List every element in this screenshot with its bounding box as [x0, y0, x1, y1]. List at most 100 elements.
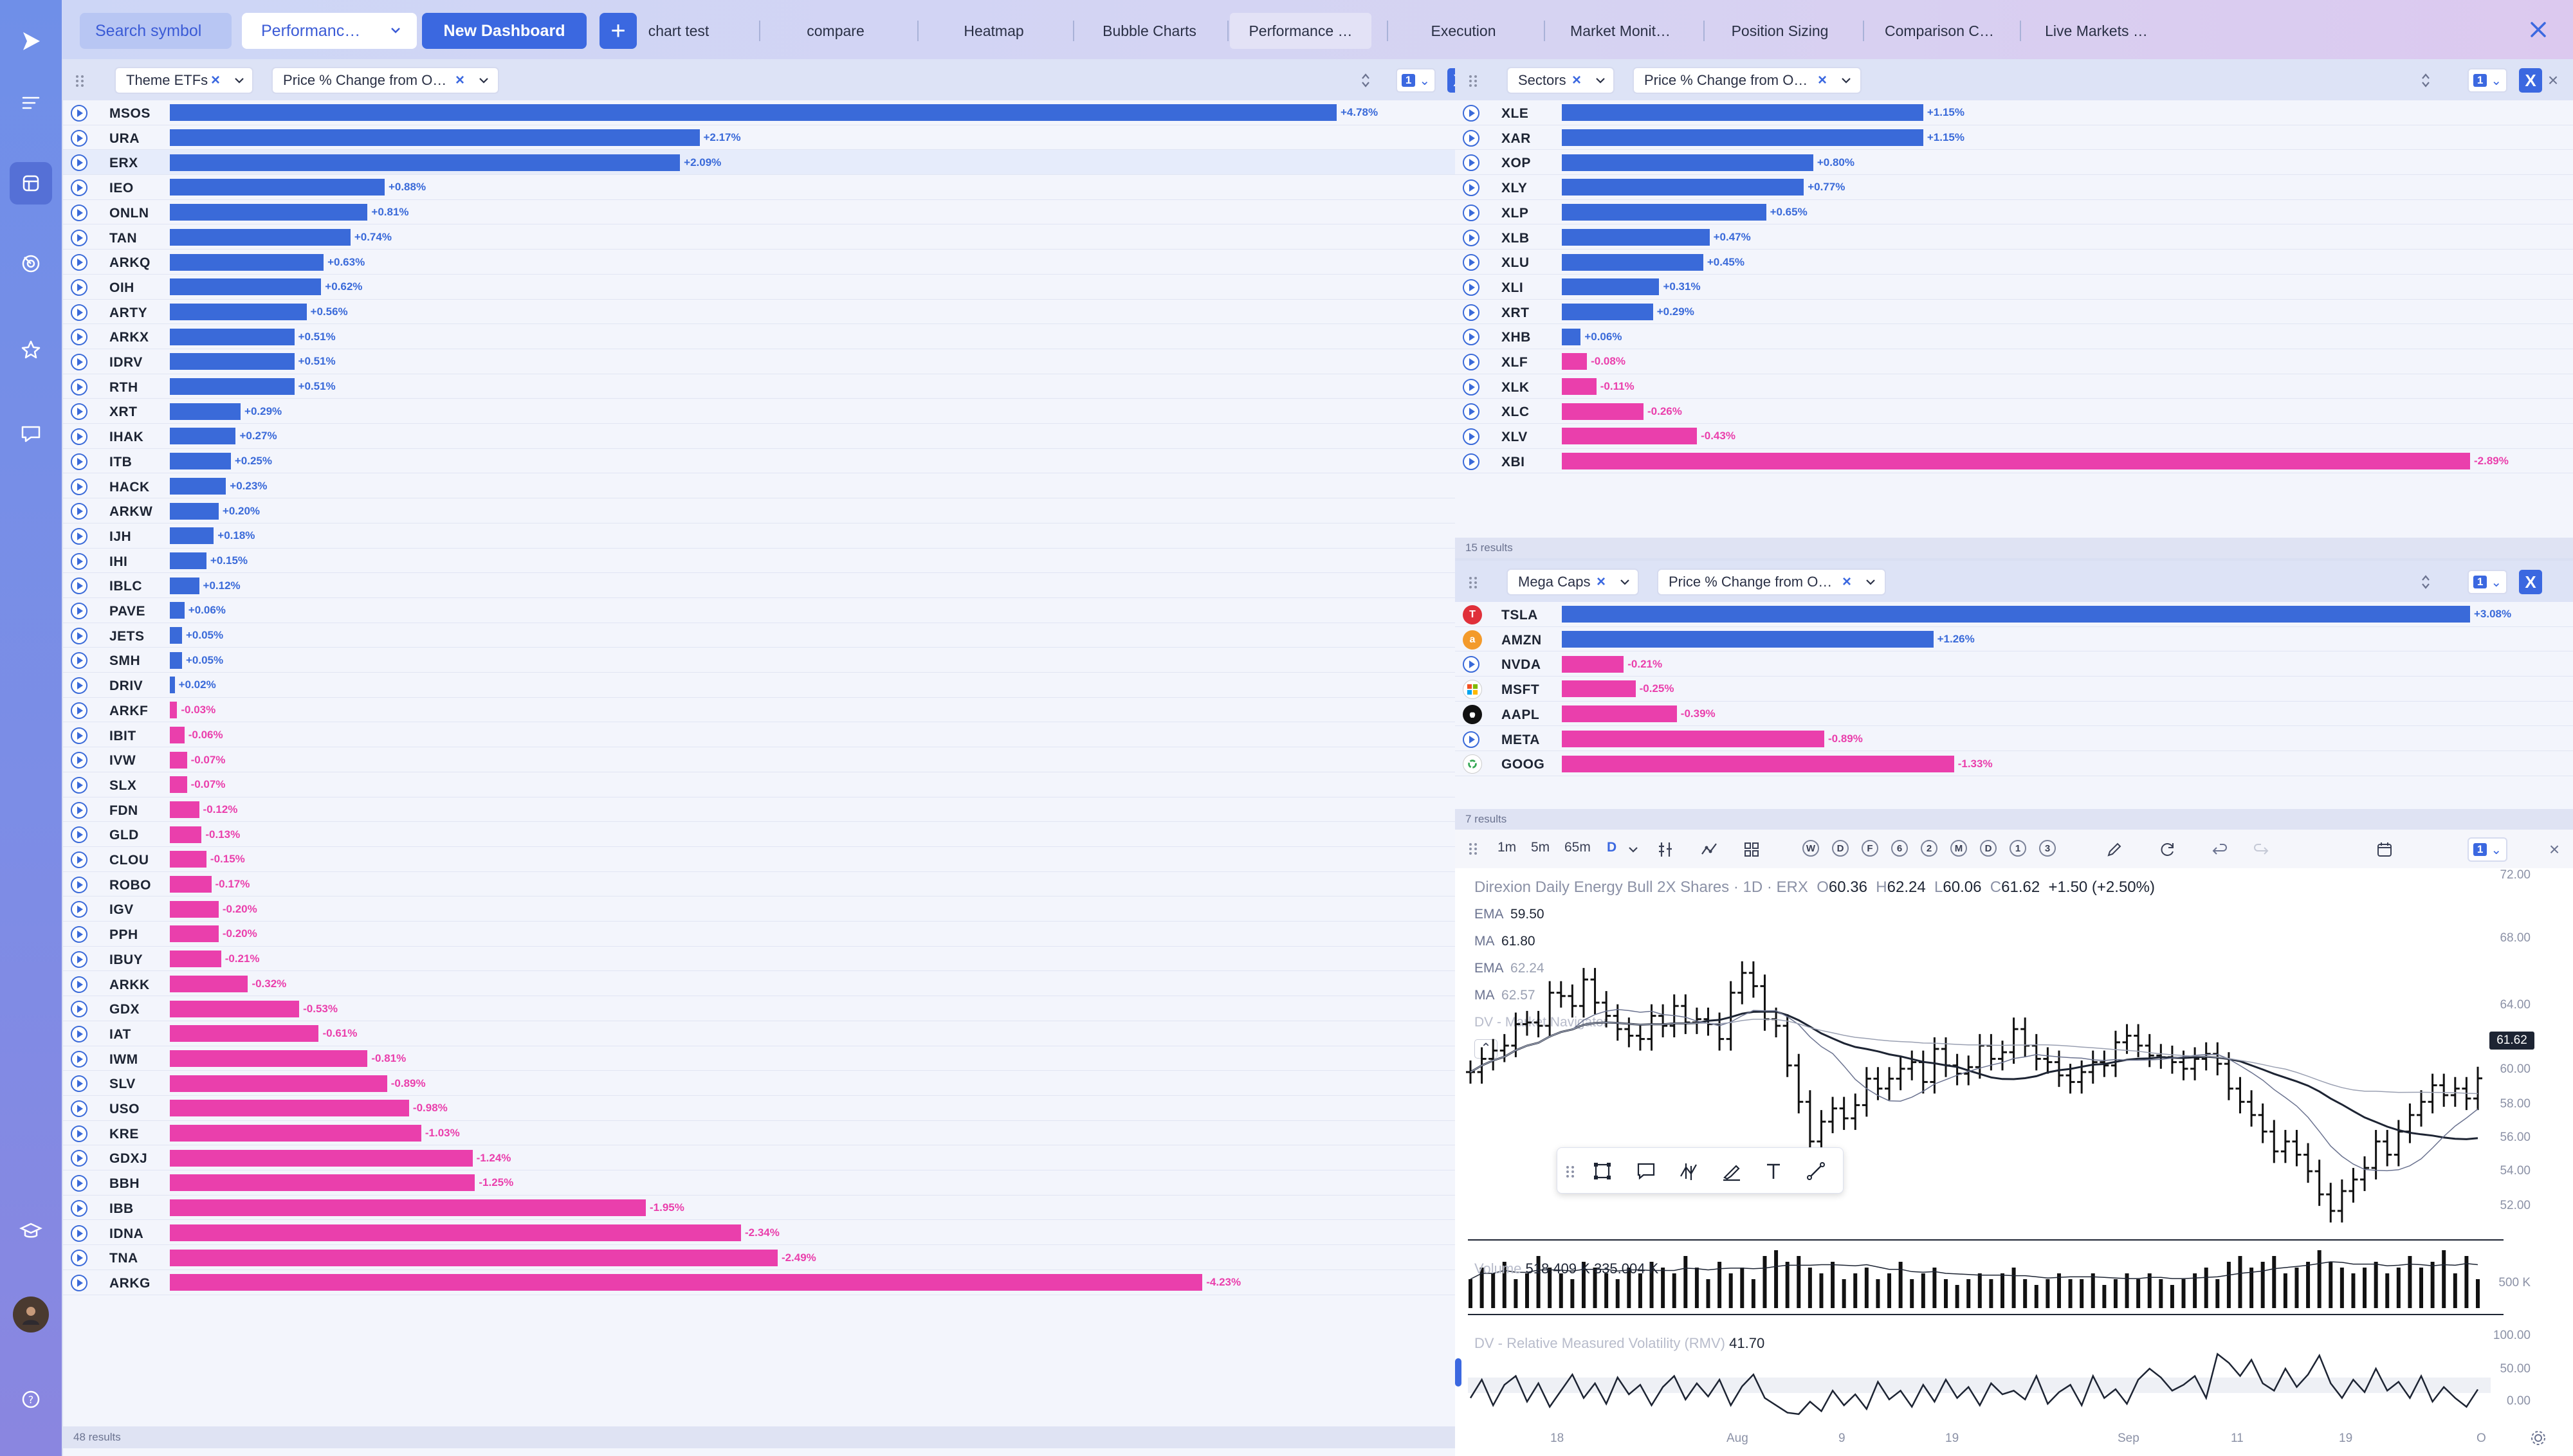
- highlighter-tool-icon[interactable]: [1719, 1160, 1743, 1183]
- play-icon[interactable]: [69, 129, 89, 148]
- dashboard-select[interactable]: Performanc…: [242, 13, 417, 49]
- list-item[interactable]: BBH -1.25%: [63, 1170, 1455, 1196]
- play-icon[interactable]: [69, 278, 89, 297]
- volume-legend[interactable]: Volume 518.409 K 335.004 K: [1474, 1260, 1658, 1277]
- dashboards-icon[interactable]: [10, 162, 52, 205]
- learn-icon[interactable]: [15, 1215, 46, 1246]
- play-icon[interactable]: [69, 626, 89, 646]
- google-logo-icon[interactable]: [1463, 754, 1482, 774]
- anchored-vwap-tool-icon[interactable]: [1677, 1160, 1700, 1183]
- play-icon[interactable]: [1461, 303, 1481, 322]
- play-icon[interactable]: [69, 178, 89, 197]
- list-item[interactable]: AAPL -0.39%: [1455, 702, 2573, 727]
- play-icon[interactable]: [69, 801, 89, 820]
- play-icon[interactable]: [69, 1273, 89, 1293]
- list-item[interactable]: IHAK +0.27%: [63, 424, 1455, 449]
- add-tab-button[interactable]: +: [600, 13, 637, 49]
- tab-compare[interactable]: compare: [807, 22, 865, 39]
- send-icon[interactable]: [15, 418, 46, 449]
- tab-execution[interactable]: Execution: [1431, 22, 1496, 39]
- timeframe-5m[interactable]: 5m: [1531, 840, 1550, 855]
- play-icon[interactable]: [69, 1199, 89, 1218]
- list-item[interactable]: XLB +0.47%: [1455, 225, 2573, 250]
- play-icon[interactable]: [1461, 655, 1481, 674]
- play-icon[interactable]: [1461, 278, 1481, 297]
- period-button[interactable]: D: [1980, 840, 1997, 857]
- drag-handle-icon[interactable]: [1467, 841, 1479, 857]
- list-item[interactable]: IJH +0.18%: [63, 523, 1455, 549]
- close-icon[interactable]: [2527, 18, 2550, 41]
- list-item[interactable]: XLE +1.15%: [1455, 100, 2573, 125]
- play-icon[interactable]: [1461, 427, 1481, 446]
- list-item[interactable]: IGV -0.20%: [63, 896, 1455, 922]
- play-icon[interactable]: [69, 477, 89, 496]
- play-icon[interactable]: [69, 228, 89, 248]
- indicator-ema-2[interactable]: EMA 62.24: [1474, 961, 1544, 976]
- count-select[interactable]: 1 ⌄: [2468, 570, 2507, 594]
- refresh-icon[interactable]: [2157, 840, 2177, 859]
- period-button[interactable]: 6: [1891, 840, 1908, 857]
- list-item[interactable]: XLK -0.11%: [1455, 374, 2573, 399]
- play-icon[interactable]: [1461, 129, 1481, 148]
- play-icon[interactable]: [69, 601, 89, 621]
- play-icon[interactable]: [1461, 352, 1481, 372]
- play-icon[interactable]: [69, 1248, 89, 1268]
- x-app-button[interactable]: X: [1447, 68, 1455, 93]
- play-icon[interactable]: [69, 850, 89, 869]
- drag-handle-icon[interactable]: [1467, 73, 1479, 89]
- tab-bubble-charts[interactable]: Bubble Charts: [1103, 22, 1196, 39]
- list-item[interactable]: FDN -0.12%: [63, 797, 1455, 823]
- play-icon[interactable]: [69, 1050, 89, 1069]
- list-item[interactable]: DRIV +0.02%: [63, 673, 1455, 698]
- list-item[interactable]: KRE -1.03%: [63, 1121, 1455, 1146]
- list-item[interactable]: GOOG -1.33%: [1455, 751, 2573, 776]
- play-icon[interactable]: [69, 1099, 89, 1118]
- play-icon[interactable]: [69, 253, 89, 272]
- calendar-icon[interactable]: [2375, 840, 2394, 859]
- list-item[interactable]: ARTY +0.56%: [63, 300, 1455, 325]
- play-icon[interactable]: [69, 925, 89, 944]
- apple-logo-icon[interactable]: [1463, 704, 1482, 724]
- list-item[interactable]: ARKW +0.20%: [63, 498, 1455, 523]
- list-item[interactable]: XLV -0.43%: [1455, 424, 2573, 449]
- list-item[interactable]: XLC -0.26%: [1455, 399, 2573, 424]
- play-icon[interactable]: [69, 378, 89, 397]
- period-button[interactable]: D: [1832, 840, 1849, 857]
- remove-filter-icon[interactable]: ×: [1818, 71, 1827, 89]
- list-item[interactable]: XLF -0.08%: [1455, 349, 2573, 374]
- drag-handle-icon[interactable]: [1467, 575, 1479, 590]
- tab-live-markets[interactable]: Live Markets …: [2045, 22, 2148, 39]
- list-item[interactable]: IBB -1.95%: [63, 1196, 1455, 1221]
- count-select[interactable]: 1 ⌄: [2468, 68, 2507, 93]
- list-item[interactable]: SMH +0.05%: [63, 648, 1455, 673]
- comment-tool-icon[interactable]: [1634, 1160, 1658, 1183]
- play-icon[interactable]: [69, 552, 89, 571]
- sort-icon[interactable]: [1356, 68, 1375, 93]
- tab-performance[interactable]: Performance …: [1230, 13, 1371, 49]
- list-item[interactable]: OIH +0.62%: [63, 275, 1455, 300]
- timeframe-1m[interactable]: 1m: [1497, 840, 1517, 855]
- play-icon[interactable]: [69, 452, 89, 471]
- list-item[interactable]: XRT +0.29%: [1455, 300, 2573, 325]
- period-button[interactable]: W: [1802, 840, 1819, 857]
- tesla-logo-icon[interactable]: T: [1463, 605, 1482, 624]
- tab-position-sizing[interactable]: Position Sizing: [1731, 22, 1829, 39]
- list-item[interactable]: IVW -0.07%: [63, 747, 1455, 772]
- list-item[interactable]: IDRV +0.51%: [63, 349, 1455, 374]
- play-icon[interactable]: [69, 1174, 89, 1193]
- list-item[interactable]: GDX -0.53%: [63, 996, 1455, 1021]
- x-app-button[interactable]: X: [2519, 68, 2542, 93]
- trendline-tool-icon[interactable]: [1804, 1160, 1827, 1183]
- list-item[interactable]: URA +2.17%: [63, 125, 1455, 150]
- settings-gear-icon[interactable]: [2529, 1429, 2547, 1447]
- list-item[interactable]: ITB +0.25%: [63, 449, 1455, 474]
- text-tool-icon[interactable]: [1762, 1160, 1785, 1183]
- star-icon[interactable]: [15, 334, 46, 365]
- group-filter-chip[interactable]: Mega Caps ×: [1506, 569, 1639, 596]
- radar-icon[interactable]: [15, 248, 46, 279]
- play-icon[interactable]: [69, 651, 89, 670]
- rmv-legend[interactable]: DV - Relative Measured Volatility (RMV) …: [1474, 1335, 1764, 1352]
- play-icon[interactable]: [1461, 402, 1481, 421]
- list-item[interactable]: IHI +0.15%: [63, 549, 1455, 574]
- list-item[interactable]: MSFT -0.25%: [1455, 677, 2573, 702]
